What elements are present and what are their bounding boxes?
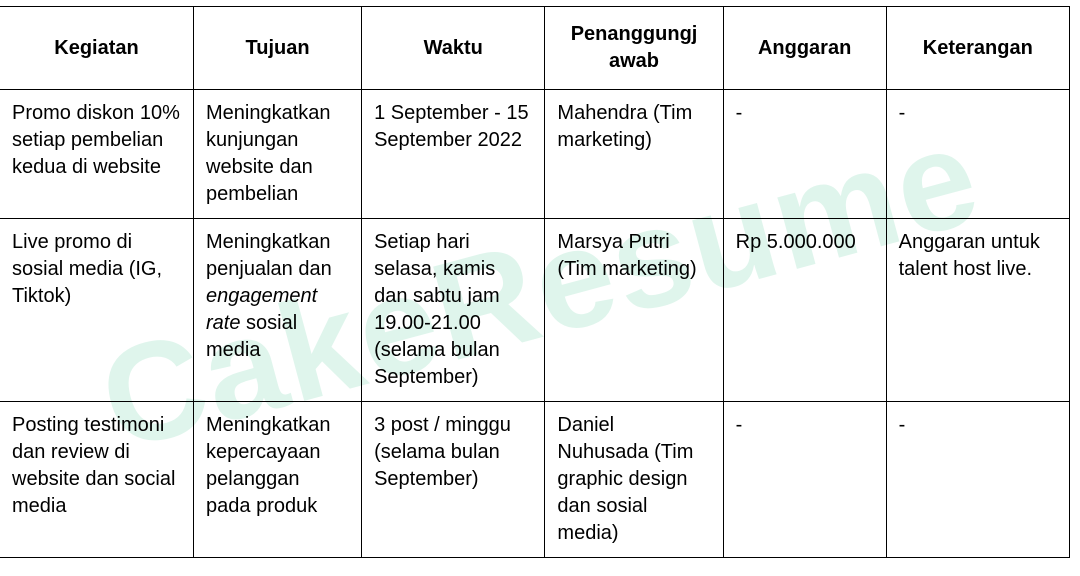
table-row: Live promo di sosial media (IG, Tiktok) …	[0, 219, 1070, 402]
cell-waktu: 1 September - 15 September 2022	[362, 90, 545, 219]
cell-kegiatan: Posting testimoni dan review di website …	[0, 402, 194, 558]
cell-kegiatan: Live promo di sosial media (IG, Tiktok)	[0, 219, 194, 402]
cell-waktu: Setiap hari selasa, kamis dan sabtu jam …	[362, 219, 545, 402]
cell-penanggung: Daniel Nuhusada (Tim graphic design dan …	[545, 402, 723, 558]
tujuan-pre: Meningkatkan penjualan dan	[206, 231, 332, 280]
cell-waktu: 3 post / minggu (selama bulan September)	[362, 402, 545, 558]
cell-keterangan: Anggaran untuk talent host live.	[886, 219, 1069, 402]
table-row: Promo diskon 10% setiap pembelian kedua …	[0, 90, 1070, 219]
cell-tujuan: Meningkatkan kepercayaan pelanggan pada …	[194, 402, 362, 558]
activity-table: Kegiatan Tujuan Waktu Penanggungj awab A…	[0, 6, 1070, 558]
cell-tujuan: Meningkatkan penjualan dan engagement ra…	[194, 219, 362, 402]
col-header-waktu: Waktu	[362, 7, 545, 90]
col-header-tujuan: Tujuan	[194, 7, 362, 90]
table-row: Posting testimoni dan review di website …	[0, 402, 1070, 558]
table-header-row: Kegiatan Tujuan Waktu Penanggungj awab A…	[0, 7, 1070, 90]
tujuan-pre: Meningkatkan kunjungan website dan pembe…	[206, 102, 331, 205]
tujuan-pre: Meningkatkan kepercayaan pelanggan pada …	[206, 414, 331, 517]
cell-penanggung: Marsya Putri (Tim marketing)	[545, 219, 723, 402]
cell-kegiatan: Promo diskon 10% setiap pembelian kedua …	[0, 90, 194, 219]
col-header-keterangan: Keterangan	[886, 7, 1069, 90]
col-header-kegiatan: Kegiatan	[0, 7, 194, 90]
cell-anggaran: Rp 5.000.000	[723, 219, 886, 402]
cell-penanggung: Mahendra (Tim marketing)	[545, 90, 723, 219]
page-container: Kegiatan Tujuan Waktu Penanggungj awab A…	[0, 0, 1080, 558]
cell-keterangan: -	[886, 90, 1069, 219]
col-header-penanggung: Penanggungj awab	[545, 7, 723, 90]
col-header-anggaran: Anggaran	[723, 7, 886, 90]
cell-keterangan: -	[886, 402, 1069, 558]
cell-anggaran: -	[723, 90, 886, 219]
cell-anggaran: -	[723, 402, 886, 558]
cell-tujuan: Meningkatkan kunjungan website dan pembe…	[194, 90, 362, 219]
